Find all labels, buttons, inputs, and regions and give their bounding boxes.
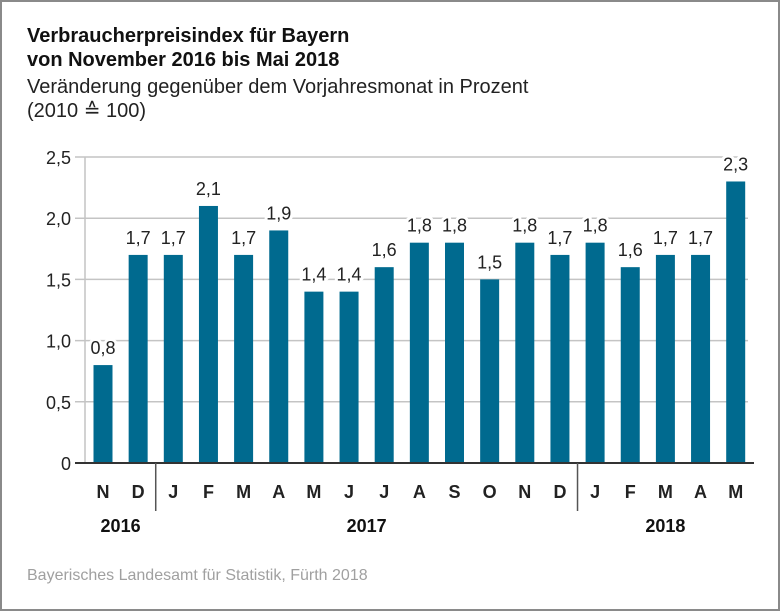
chart-subtitle-line-2: (2010 ≙ 100): [27, 100, 147, 122]
chart-title-line-1: Verbraucherpreisindex für Bayern: [27, 25, 350, 47]
bar: [480, 279, 500, 463]
x-tick-label: J: [168, 482, 178, 502]
data-label: 1,7: [688, 228, 713, 248]
x-tick-label: N: [518, 482, 531, 502]
data-label: 1,8: [512, 216, 537, 236]
x-tick-label: J: [590, 482, 600, 502]
bar: [726, 181, 746, 464]
y-tick-label: 0,5: [46, 393, 71, 413]
bar: [128, 254, 148, 463]
y-tick-label: 1,0: [46, 332, 71, 352]
chart-subtitle-line-1: Veränderung gegenüber dem Vorjahresmonat…: [27, 76, 529, 98]
bar: [445, 242, 464, 463]
x-tick-label: M: [658, 482, 673, 502]
x-tick-label: D: [132, 482, 145, 502]
data-label: 1,8: [442, 216, 467, 236]
bar: [198, 205, 218, 463]
bar: [655, 254, 675, 463]
x-tick-label: F: [625, 482, 636, 502]
bar: [93, 365, 113, 463]
data-label: 1,7: [231, 228, 256, 248]
data-label: 1,7: [547, 228, 572, 248]
bar: [374, 267, 394, 463]
x-tick-label: M: [306, 482, 321, 502]
bar: [691, 254, 711, 463]
x-tick-label: D: [553, 482, 566, 502]
data-label: 2,3: [723, 154, 748, 174]
y-tick-label: 0: [61, 454, 71, 474]
chart-subtitle: Veränderung gegenüber dem Vorjahresmonat…: [27, 75, 528, 123]
x-tick-label: M: [728, 482, 743, 502]
data-label: 1,4: [337, 265, 362, 285]
y-tick-label: 2,5: [46, 148, 71, 168]
x-tick-label: J: [379, 482, 389, 502]
x-tick-label: A: [272, 482, 285, 502]
x-tick-label: J: [344, 482, 354, 502]
bar: [339, 291, 359, 463]
bar: [269, 230, 289, 463]
data-label: 1,4: [301, 265, 326, 285]
data-label: 2,1: [196, 179, 221, 199]
year-label: 2017: [347, 516, 387, 536]
bar: [234, 254, 254, 463]
bar: [409, 242, 429, 463]
data-label: 1,7: [161, 228, 186, 248]
chart-title: Verbraucherpreisindex für Bayern von Nov…: [27, 24, 349, 72]
data-label: 1,6: [618, 240, 643, 260]
x-tick-label: S: [448, 482, 460, 502]
data-label: 0,8: [90, 338, 115, 358]
data-label: 1,9: [266, 203, 291, 223]
bar: [620, 267, 640, 463]
bar: [585, 242, 605, 463]
x-tick-label: N: [97, 482, 110, 502]
year-label: 2016: [101, 516, 141, 536]
y-tick-label: 1,5: [46, 270, 71, 290]
y-tick-label: 2,0: [46, 209, 71, 229]
year-label: 2018: [645, 516, 685, 536]
bar: [304, 291, 324, 463]
data-label: 1,8: [583, 216, 608, 236]
x-tick-label: M: [236, 482, 251, 502]
chart-title-line-2: von November 2016 bis Mai 2018: [27, 49, 340, 71]
source-note: Bayerisches Landesamt für Statistik, Für…: [27, 567, 368, 584]
x-tick-label: O: [483, 482, 497, 502]
data-label: 1,6: [372, 240, 397, 260]
bar: [163, 254, 183, 463]
data-label: 1,8: [407, 216, 432, 236]
data-label: 1,7: [126, 228, 151, 248]
x-tick-label: F: [203, 482, 214, 502]
bar: [550, 254, 570, 463]
data-label: 1,7: [653, 228, 678, 248]
x-tick-label: A: [413, 482, 426, 502]
data-label: 1,5: [477, 252, 502, 272]
bar: [515, 242, 535, 463]
x-tick-label: A: [694, 482, 707, 502]
